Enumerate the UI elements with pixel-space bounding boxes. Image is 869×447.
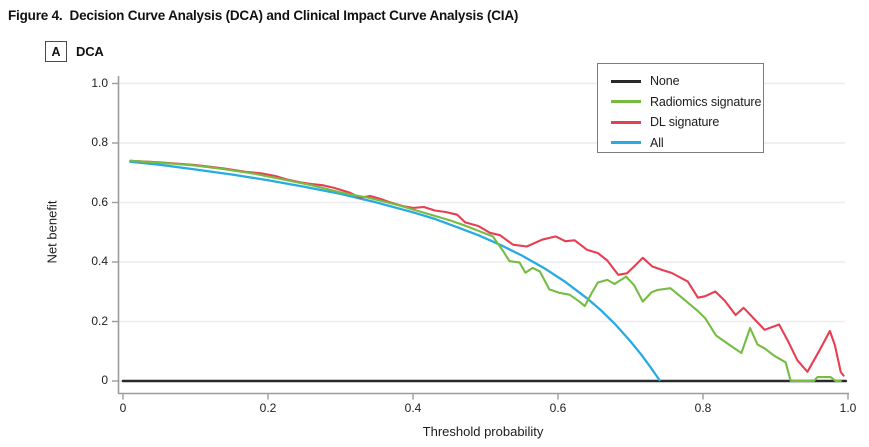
panel-label: A <box>51 44 61 59</box>
x-tick-label: 0.6 <box>549 401 567 415</box>
x-tick-label: 0 <box>119 401 127 415</box>
x-tick-label: 1.0 <box>839 401 857 415</box>
panel-label-box: A <box>45 41 67 62</box>
curve-all <box>129 160 661 382</box>
x-tick-label: 0.2 <box>259 401 277 415</box>
legend: None Radiomics signature DL signature Al… <box>597 63 764 153</box>
dl-line-swatch <box>611 120 641 124</box>
none-line-swatch <box>611 79 641 83</box>
legend-label: None <box>650 74 680 89</box>
legend-item-all: All <box>611 133 763 154</box>
legend-item-radiomics-signature: Radiomics signature <box>611 92 763 113</box>
legend-item-dl-signature: DL signature <box>611 112 763 133</box>
all-line-swatch <box>611 141 641 145</box>
radiomics-line-swatch <box>611 100 641 104</box>
x-tick-label: 0.4 <box>404 401 422 415</box>
y-tick-label: 1.0 <box>91 75 108 90</box>
x-axis-title: Threshold probability <box>422 424 544 439</box>
legend-label: All <box>650 135 664 150</box>
y-tick-label: 0.4 <box>91 254 108 268</box>
y-tick-label: 0.6 <box>91 194 108 209</box>
legend-label: Radiomics signature <box>650 94 762 109</box>
y-axis-title: Net benefit <box>44 200 60 264</box>
legend-label: DL signature <box>650 115 720 130</box>
y-tick-label: 0.8 <box>91 135 108 149</box>
x-tick-label: 0.8 <box>694 401 712 415</box>
curve-radiomics-signature <box>129 159 842 383</box>
y-tick-label: 0 <box>101 373 108 387</box>
y-tick-label: 0.2 <box>91 313 108 328</box>
panel-name: DCA <box>76 44 104 59</box>
curve-dl-signature <box>129 159 845 377</box>
legend-item-none: None <box>611 71 763 92</box>
figure-title: Figure 4. Decision Curve Analysis (DCA) … <box>8 8 519 23</box>
